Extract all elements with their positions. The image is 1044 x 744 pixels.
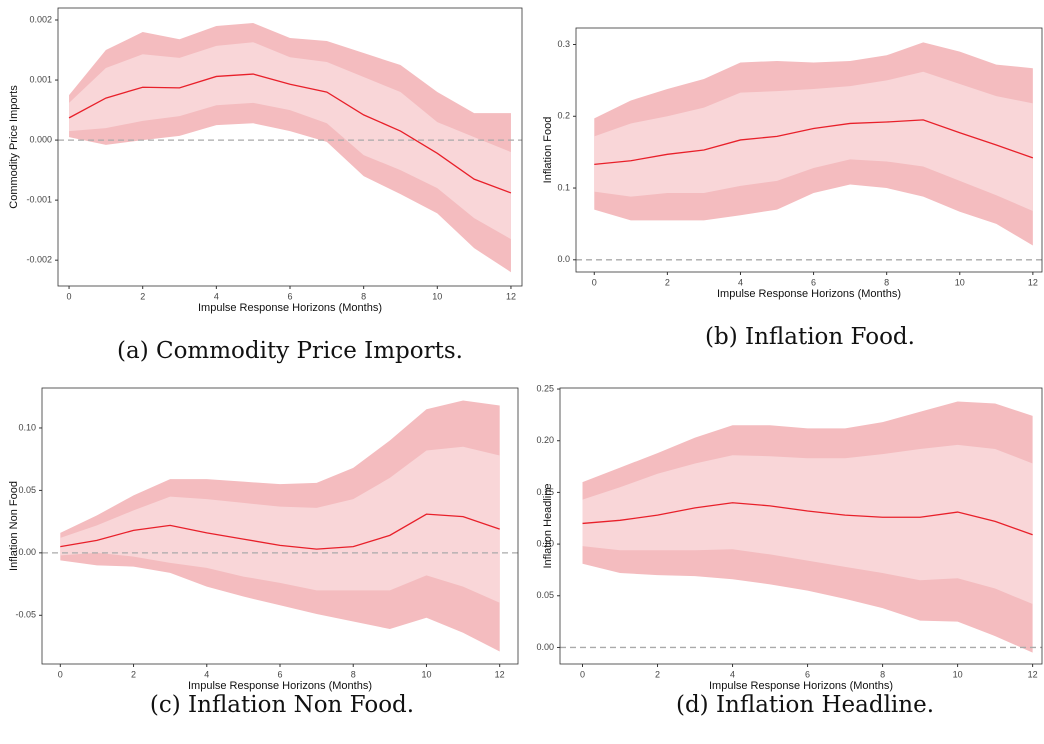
x-tick-label: 2 <box>131 669 136 679</box>
y-tick-label: 0.20 <box>536 435 554 445</box>
confidence-band <box>69 42 511 240</box>
x-tick-label: 12 <box>506 291 516 301</box>
caption: (b) Inflation Food. <box>705 324 915 350</box>
median-line <box>582 502 1033 536</box>
y-tick-label: 0.0 <box>557 254 570 264</box>
confidence-band <box>594 71 1033 211</box>
y-axis-label: Inflation Non Food <box>8 481 20 571</box>
y-tick-label: 0.1 <box>557 182 570 192</box>
y-tick-label: 0.10 <box>536 538 554 548</box>
x-tick-label: 6 <box>277 669 282 679</box>
median-line <box>594 119 1034 165</box>
x-tick-label: 2 <box>655 669 660 679</box>
x-tick-label: 2 <box>665 277 670 287</box>
y-tick-label: 0.15 <box>536 487 554 497</box>
x-tick-label: 8 <box>884 277 889 287</box>
x-tick-label: 8 <box>361 291 366 301</box>
y-tick-label: 0.2 <box>557 111 570 121</box>
x-axis-label: Impulse Response Horizons (Months) <box>188 680 372 692</box>
x-tick-label: 4 <box>214 291 219 301</box>
x-tick-label: 0 <box>592 277 597 287</box>
x-tick-label: 12 <box>1028 277 1038 287</box>
plot-frame <box>559 387 1043 665</box>
y-axis-label: Commodity Price Imports <box>8 85 20 209</box>
x-axis-label: Impulse Response Horizons (Months) <box>717 288 901 300</box>
x-tick-label: 4 <box>204 669 209 679</box>
x-tick-label: 6 <box>287 291 292 301</box>
median-line <box>60 513 500 550</box>
caption: (c) Inflation Non Food. <box>150 692 414 718</box>
x-tick-label: 4 <box>738 277 743 287</box>
x-tick-label: 2 <box>140 291 145 301</box>
x-tick-label: 8 <box>880 669 885 679</box>
x-axis-label: Impulse Response Horizons (Months) <box>198 302 382 314</box>
y-tick-label: 0.00 <box>536 642 554 652</box>
x-tick-label: 12 <box>1028 669 1038 679</box>
x-tick-label: 10 <box>421 669 431 679</box>
x-tick-label: 6 <box>811 277 816 287</box>
x-tick-label: 10 <box>432 291 442 301</box>
x-axis-label: Impulse Response Horizons (Months) <box>709 680 893 692</box>
y-tick-label: 0.000 <box>29 134 52 144</box>
y-axis-label: Inflation Food <box>542 117 554 184</box>
y-tick-label: 0.05 <box>18 485 36 495</box>
confidence-band <box>60 446 500 603</box>
y-axis-label: Inflation Headline <box>542 483 554 568</box>
x-tick-label: 0 <box>58 669 63 679</box>
y-tick-label: -0.001 <box>26 195 52 205</box>
y-tick-label: 0.25 <box>536 383 554 393</box>
x-tick-label: 0 <box>580 669 585 679</box>
y-tick-label: 0.10 <box>18 422 36 432</box>
x-tick-label: 0 <box>67 291 72 301</box>
x-tick-label: 6 <box>805 669 810 679</box>
y-tick-label: 0.002 <box>29 14 52 24</box>
y-tick-label: -0.002 <box>26 255 52 265</box>
x-tick-label: 4 <box>730 669 735 679</box>
plot-frame <box>575 27 1043 273</box>
y-tick-label: 0.05 <box>536 590 554 600</box>
caption: (a) Commodity Price Imports. <box>117 338 463 364</box>
y-tick-label: 0.00 <box>18 547 36 557</box>
confidence-band <box>582 444 1033 605</box>
x-tick-label: 10 <box>953 669 963 679</box>
y-tick-label: 0.3 <box>557 39 570 49</box>
x-tick-label: 8 <box>351 669 356 679</box>
median-line <box>68 73 512 194</box>
y-tick-label: 0.001 <box>29 74 52 84</box>
caption: (d) Inflation Headline. <box>676 692 934 718</box>
x-tick-label: 10 <box>955 277 965 287</box>
y-tick-label: -0.05 <box>15 610 36 620</box>
x-tick-label: 12 <box>495 669 505 679</box>
